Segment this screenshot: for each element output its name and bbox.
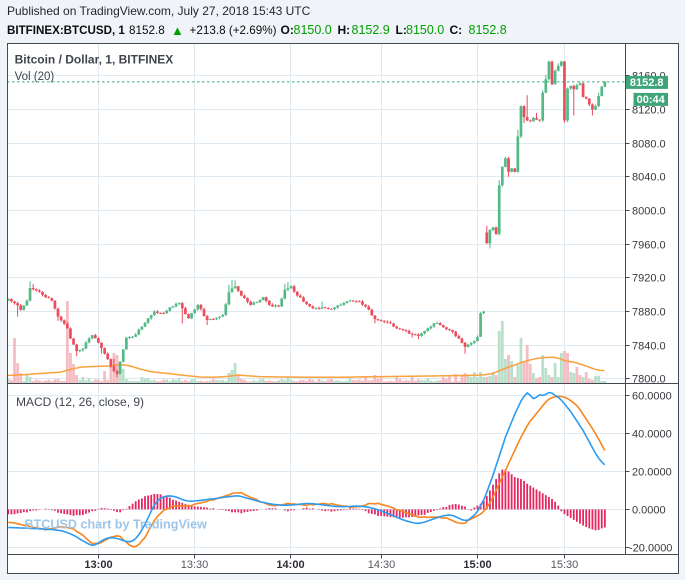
svg-text:-20.0000: -20.0000: [629, 543, 672, 555]
svg-text:8000.0: 8000.0: [632, 206, 666, 218]
svg-text:BTCUSD chart by TradingView: BTCUSD chart by TradingView: [25, 518, 208, 532]
svg-text:8120.0: 8120.0: [632, 105, 666, 117]
svg-text:8080.0: 8080.0: [632, 139, 666, 151]
svg-text:00:44: 00:44: [637, 94, 666, 106]
svg-text:20.0000: 20.0000: [632, 467, 672, 479]
svg-text:40.0000: 40.0000: [632, 429, 672, 441]
svg-text:0.0000: 0.0000: [632, 505, 666, 517]
svg-text:7960.0: 7960.0: [632, 240, 666, 252]
svg-text:15:30: 15:30: [551, 559, 579, 571]
svg-text:7840.0: 7840.0: [632, 341, 666, 353]
svg-text:13:30: 13:30: [181, 559, 209, 571]
svg-text:8152.8: 8152.8: [630, 77, 664, 89]
svg-text:Vol (20): Vol (20): [15, 71, 55, 83]
svg-text:13:00: 13:00: [84, 559, 112, 571]
svg-text:60.0000: 60.0000: [632, 391, 672, 403]
svg-text:14:00: 14:00: [276, 559, 304, 571]
svg-text:8040.0: 8040.0: [632, 172, 666, 184]
svg-text:MACD (12, 26, close, 9): MACD (12, 26, close, 9): [16, 395, 144, 409]
svg-text:7920.0: 7920.0: [632, 273, 666, 285]
svg-text:7880.0: 7880.0: [632, 307, 666, 319]
svg-text:15:00: 15:00: [463, 559, 491, 571]
svg-text:Bitcoin / Dollar, 1, BITFINEX: Bitcoin / Dollar, 1, BITFINEX: [15, 53, 174, 67]
svg-text:14:30: 14:30: [368, 559, 396, 571]
svg-text:7800.0: 7800.0: [632, 374, 666, 386]
